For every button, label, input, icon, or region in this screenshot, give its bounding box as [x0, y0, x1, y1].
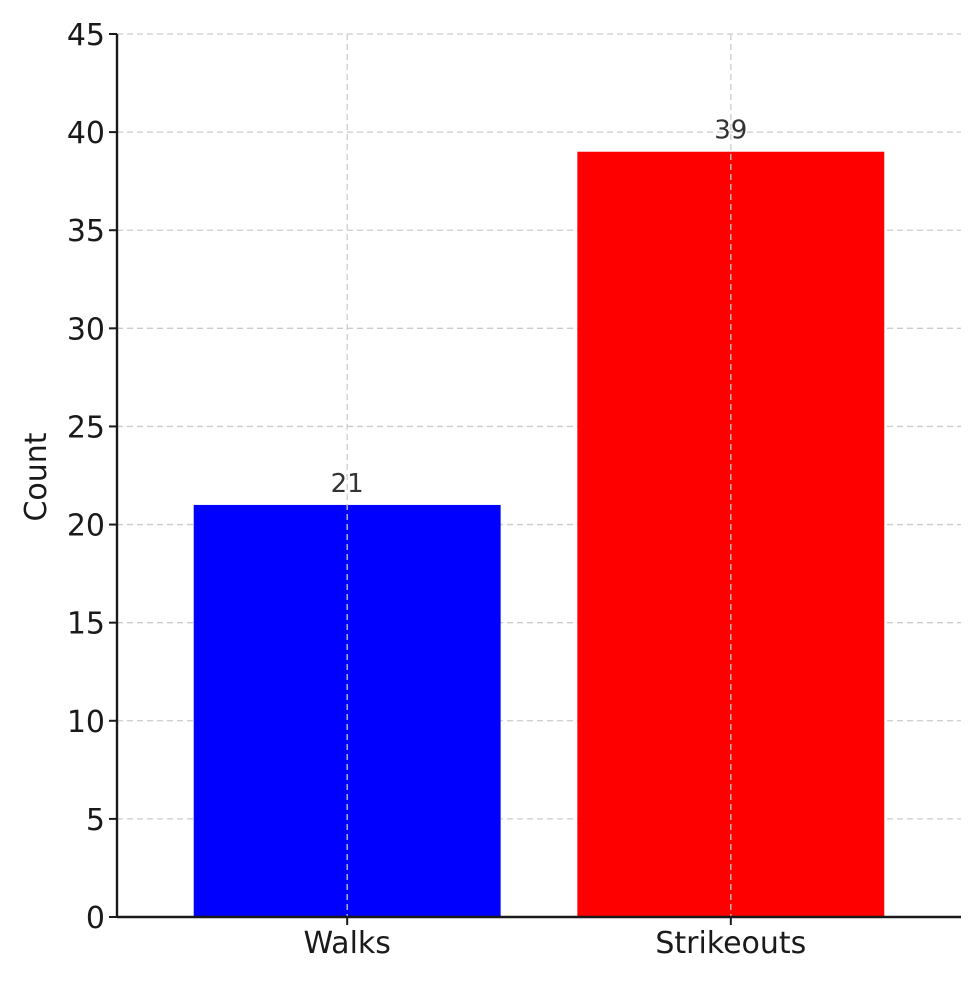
y-tick-label: 35	[67, 214, 105, 249]
y-tick-label: 5	[86, 803, 105, 838]
x-tick-label: Walks	[303, 926, 390, 961]
bars	[193, 151, 885, 917]
y-tick-label: 15	[67, 607, 105, 642]
y-tick-label: 45	[67, 18, 105, 53]
data-label: 21	[331, 469, 364, 499]
y-tick-label: 10	[67, 705, 105, 740]
labels: 0 5 10 15 20 25 30 35 40 45 21 Walks 39 Strikeouts	[67, 18, 807, 961]
y-axis-label: Count	[19, 432, 54, 521]
vertical-grid	[346, 34, 732, 917]
y-tick-label: 25	[67, 410, 105, 445]
x-tick-label: Strikeouts	[655, 926, 806, 961]
axes	[109, 33, 961, 925]
y-tick-label: 30	[67, 312, 105, 347]
data-label: 39	[714, 116, 747, 146]
y-tick-label: 20	[67, 509, 105, 544]
y-tick-label: 0	[86, 901, 105, 936]
y-tick-label: 40	[67, 116, 105, 151]
